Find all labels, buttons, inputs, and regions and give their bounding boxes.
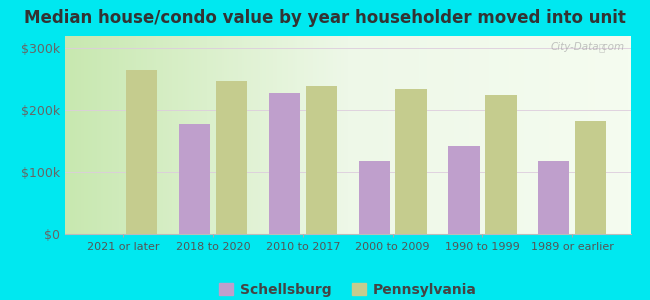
Bar (306, 85, 337, 234)
Bar (395, 88, 427, 234)
Bar (268, 93, 300, 234)
Bar (575, 121, 606, 234)
Text: ⓘ: ⓘ (599, 42, 605, 52)
Bar (485, 95, 517, 234)
Bar (126, 70, 157, 234)
Legend: Schellsburg, Pennsylvania: Schellsburg, Pennsylvania (213, 277, 482, 300)
Bar (448, 146, 480, 234)
Bar (359, 161, 390, 234)
Bar (216, 80, 247, 234)
Text: Median house/condo value by year householder moved into unit: Median house/condo value by year househo… (24, 9, 626, 27)
Bar (538, 161, 569, 234)
Text: City-Data.com: City-Data.com (551, 42, 625, 52)
Bar (179, 124, 211, 234)
